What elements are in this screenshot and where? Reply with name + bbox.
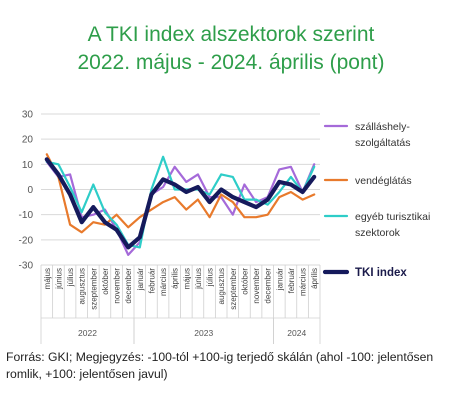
x-tick-label: június [54,268,63,290]
x-tick-label: június [194,268,203,290]
source-note: Forrás: GKI; Megjegyzés: -100-tól +100-i… [6,350,434,381]
y-tick-label: -20 [19,235,34,246]
y-tick-label: 30 [22,110,34,121]
x-tick-label: december [264,268,273,304]
x-tick-label: november [252,268,261,304]
y-tick-label: -30 [19,261,34,272]
x-tick-label: március [299,268,308,296]
x-tick-label: szeptember [229,268,238,310]
x-tick-label: május [182,268,191,289]
legend-label: szektorok [355,227,401,239]
chart-title-line-2: 2022. május - 2024. április (pont) [77,51,385,74]
year-label: 2022 [78,328,97,338]
legend-label: TKI index [355,267,407,279]
y-tick-label: -10 [19,210,34,221]
y-tick-label: 0 [27,185,33,196]
y-tick-label: 10 [22,160,34,171]
series-line [45,153,316,234]
x-tick-label: január [275,268,284,292]
chart-title-line-1: A TKI index alszektorok szerint [87,23,375,46]
x-tick-label: április [171,268,180,289]
legend-label: egyéb turisztikai [355,211,430,223]
legend-label: szálláshely- [355,121,410,133]
x-tick-label: január [136,268,145,292]
legend-label: szolgáltatás [355,137,410,149]
x-tick-label: március [159,268,168,296]
series-line [44,157,317,250]
x-tick-label: február [147,268,156,294]
x-tick-label: október [240,268,249,295]
x-tick-label: december [124,268,133,304]
year-label: 2024 [287,328,306,338]
x-tick-label: szeptember [89,268,98,310]
x-tick-label: július [66,268,75,287]
x-tick-label: április [310,268,319,289]
x-tick-label: október [101,268,110,295]
x-tick-label: augusztus [78,268,87,304]
x-tick-label: május [43,268,52,289]
legend-label: vendéglátás [355,175,412,187]
x-tick-label: július [206,268,215,287]
x-tick-label: november [113,268,122,304]
y-tick-label: 20 [22,135,34,146]
year-label: 2023 [194,328,213,338]
x-tick-label: augusztus [217,268,226,304]
series-line [45,160,316,256]
x-tick-label: február [287,268,296,294]
